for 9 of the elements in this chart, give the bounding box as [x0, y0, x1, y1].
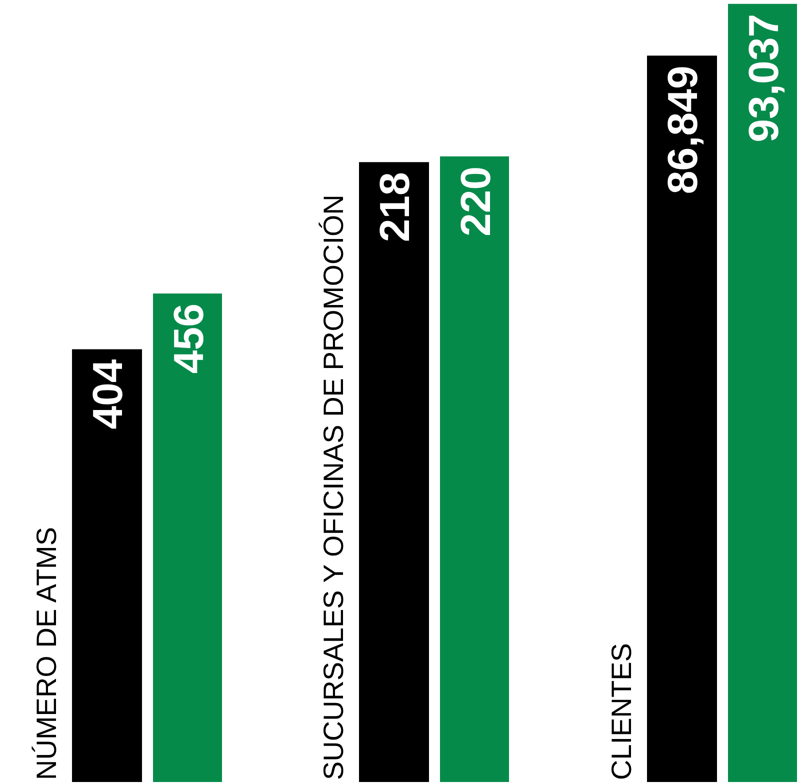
data-label: 86,849: [658, 66, 706, 194]
y-axis-title: NÚMERO DE ATMS: [31, 526, 62, 780]
data-label: 93,037: [740, 14, 787, 142]
y-axis-title: CLIENTES: [606, 643, 637, 780]
data-label: 404: [84, 358, 131, 430]
data-label: 220: [452, 166, 500, 236]
data-label: 218: [371, 172, 418, 242]
y-axis-title: SUCURSALES Y OFICINAS DE PROMOCIÓN: [318, 194, 350, 780]
data-label: 456: [165, 304, 212, 374]
